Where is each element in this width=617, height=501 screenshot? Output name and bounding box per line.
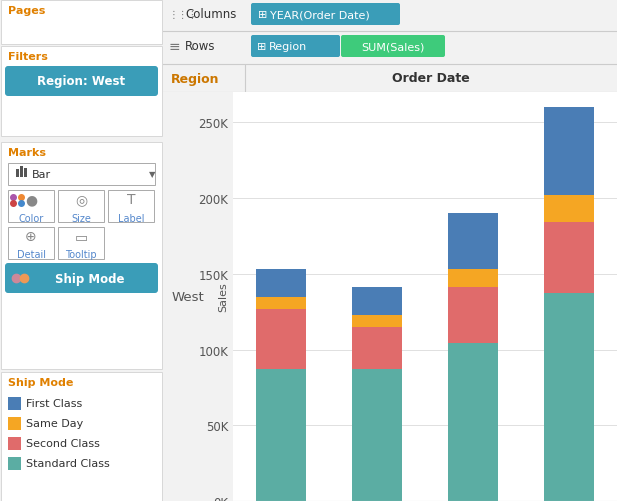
- Bar: [8, 437, 21, 450]
- Bar: [352, 369, 402, 501]
- Bar: [256, 270, 306, 297]
- Text: ⊞: ⊞: [258, 10, 267, 20]
- Text: Second Class: Second Class: [26, 438, 100, 448]
- Text: Region: Region: [269, 42, 307, 52]
- Text: SUM(Sales): SUM(Sales): [362, 42, 424, 52]
- Bar: [8, 417, 21, 430]
- Text: Pages: Pages: [8, 6, 46, 16]
- Text: ⋮⋮⋮: ⋮⋮⋮: [169, 10, 198, 20]
- Bar: [58, 227, 104, 260]
- Text: First Class: First Class: [26, 398, 82, 408]
- Text: YEAR(Order Date): YEAR(Order Date): [270, 10, 370, 20]
- Bar: [448, 344, 498, 501]
- Text: ⊞: ⊞: [257, 42, 267, 52]
- Bar: [544, 195, 594, 223]
- Text: ▭: ▭: [75, 229, 88, 243]
- Text: Order Date: Order Date: [392, 72, 470, 85]
- Bar: [58, 190, 104, 222]
- Bar: [108, 190, 154, 222]
- Text: Marks: Marks: [8, 148, 46, 158]
- Text: Standard Class: Standard Class: [26, 458, 110, 468]
- Text: Sales: Sales: [218, 282, 228, 312]
- Bar: [544, 223, 594, 294]
- Bar: [20, 167, 23, 178]
- Bar: [352, 315, 402, 327]
- Text: Tooltip: Tooltip: [65, 249, 97, 260]
- Bar: [1, 47, 162, 137]
- FancyBboxPatch shape: [341, 36, 445, 58]
- Bar: [8, 227, 54, 260]
- Bar: [352, 288, 402, 315]
- Text: Rows: Rows: [185, 41, 215, 54]
- Bar: [8, 397, 21, 410]
- Text: West: West: [172, 291, 204, 304]
- Bar: [8, 457, 21, 470]
- Text: Detail: Detail: [17, 249, 46, 260]
- Bar: [448, 288, 498, 344]
- Text: Filters: Filters: [8, 52, 48, 62]
- Text: T: T: [126, 192, 135, 206]
- Text: Region: Region: [171, 72, 220, 85]
- Bar: [1, 1, 162, 45]
- Bar: [8, 164, 155, 186]
- Text: Size: Size: [71, 213, 91, 223]
- Text: ●: ●: [25, 192, 37, 206]
- Bar: [1, 143, 162, 369]
- Text: Same Day: Same Day: [26, 418, 83, 428]
- FancyBboxPatch shape: [5, 67, 158, 97]
- Text: Bar: Bar: [32, 170, 51, 180]
- FancyBboxPatch shape: [251, 36, 340, 58]
- Text: ≡: ≡: [169, 40, 181, 54]
- Text: ◎: ◎: [75, 192, 87, 206]
- Text: Ship Mode: Ship Mode: [8, 377, 73, 387]
- Bar: [16, 170, 19, 178]
- Bar: [544, 108, 594, 195]
- FancyBboxPatch shape: [251, 4, 400, 26]
- Text: Color: Color: [19, 213, 44, 223]
- FancyBboxPatch shape: [5, 264, 158, 294]
- Text: ⊕: ⊕: [25, 229, 37, 243]
- Bar: [256, 369, 306, 501]
- Text: ▼: ▼: [149, 170, 155, 179]
- Bar: [256, 309, 306, 369]
- Bar: [1, 372, 162, 501]
- Text: Region: West: Region: West: [38, 75, 126, 88]
- Text: Columns: Columns: [185, 9, 236, 22]
- Bar: [256, 297, 306, 309]
- Bar: [544, 294, 594, 501]
- Bar: [352, 327, 402, 369]
- Text: Label: Label: [118, 213, 144, 223]
- Bar: [24, 169, 27, 178]
- Text: Ship Mode: Ship Mode: [55, 272, 124, 285]
- Bar: [448, 214, 498, 270]
- Bar: [8, 190, 54, 222]
- Bar: [448, 270, 498, 288]
